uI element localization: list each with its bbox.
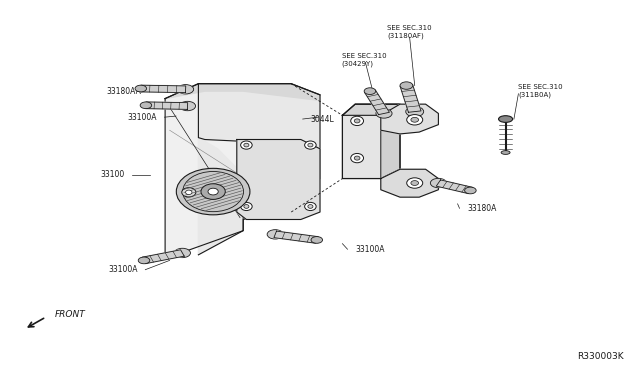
Ellipse shape xyxy=(241,202,252,211)
Ellipse shape xyxy=(376,109,392,118)
Polygon shape xyxy=(381,169,438,197)
Polygon shape xyxy=(142,250,184,264)
Ellipse shape xyxy=(177,84,194,94)
Text: 33180A: 33180A xyxy=(467,204,497,213)
Polygon shape xyxy=(400,85,421,112)
Ellipse shape xyxy=(351,116,364,125)
Polygon shape xyxy=(381,104,400,179)
Ellipse shape xyxy=(407,115,423,125)
Ellipse shape xyxy=(186,190,192,195)
Ellipse shape xyxy=(499,116,513,122)
Ellipse shape xyxy=(177,168,250,215)
Polygon shape xyxy=(274,231,318,243)
Ellipse shape xyxy=(174,248,191,258)
Polygon shape xyxy=(342,104,400,179)
Text: 33100A: 33100A xyxy=(108,265,138,274)
Ellipse shape xyxy=(182,187,196,197)
Ellipse shape xyxy=(308,205,313,208)
Text: SEE SEC.310
(311B0A): SEE SEC.310 (311B0A) xyxy=(518,84,563,98)
Text: R330003K: R330003K xyxy=(577,352,624,361)
Text: 33100A: 33100A xyxy=(355,245,385,254)
Ellipse shape xyxy=(179,101,196,111)
Ellipse shape xyxy=(501,151,510,154)
Polygon shape xyxy=(381,104,438,134)
Polygon shape xyxy=(146,102,188,109)
Polygon shape xyxy=(198,84,320,255)
Ellipse shape xyxy=(305,141,316,149)
Ellipse shape xyxy=(411,180,419,185)
Text: 33100A: 33100A xyxy=(127,113,157,122)
Ellipse shape xyxy=(355,156,360,160)
Ellipse shape xyxy=(305,202,316,211)
Text: 33180AA: 33180AA xyxy=(106,87,141,96)
Ellipse shape xyxy=(140,102,152,109)
Polygon shape xyxy=(342,104,400,115)
Ellipse shape xyxy=(138,257,150,264)
Ellipse shape xyxy=(267,230,284,239)
Ellipse shape xyxy=(308,143,313,147)
Polygon shape xyxy=(141,85,186,93)
Text: FRONT: FRONT xyxy=(54,310,85,319)
Text: SEE SEC.310
(30429Y): SEE SEC.310 (30429Y) xyxy=(342,52,387,67)
Ellipse shape xyxy=(355,119,360,123)
Ellipse shape xyxy=(244,205,249,208)
Polygon shape xyxy=(436,180,472,193)
Polygon shape xyxy=(165,84,320,100)
Polygon shape xyxy=(165,84,243,259)
Ellipse shape xyxy=(351,153,364,163)
Ellipse shape xyxy=(465,187,476,194)
Ellipse shape xyxy=(241,141,252,149)
Polygon shape xyxy=(365,90,389,115)
Ellipse shape xyxy=(407,178,423,188)
Ellipse shape xyxy=(406,106,424,117)
Ellipse shape xyxy=(411,117,419,122)
Text: 33100: 33100 xyxy=(100,170,125,179)
Ellipse shape xyxy=(201,184,225,199)
Ellipse shape xyxy=(311,237,323,243)
Text: 3044L: 3044L xyxy=(310,115,334,124)
Ellipse shape xyxy=(135,85,147,92)
Ellipse shape xyxy=(430,178,447,188)
Polygon shape xyxy=(237,140,320,219)
Ellipse shape xyxy=(244,143,249,147)
Ellipse shape xyxy=(208,188,218,195)
Ellipse shape xyxy=(364,88,376,94)
Text: SEE SEC.310
(31180AF): SEE SEC.310 (31180AF) xyxy=(387,25,432,39)
Ellipse shape xyxy=(400,82,413,89)
